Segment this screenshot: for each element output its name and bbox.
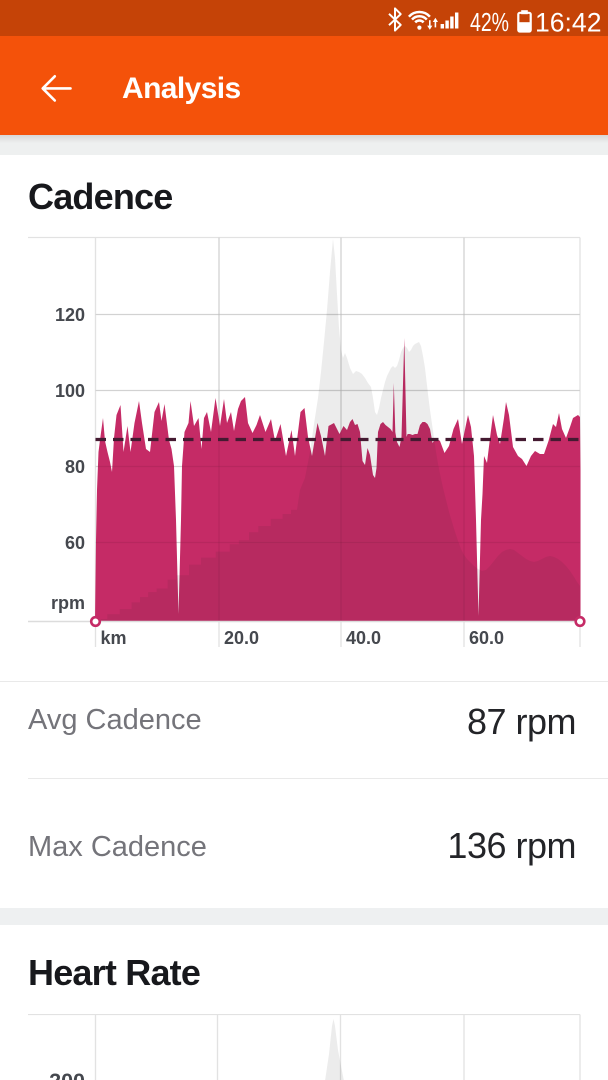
svg-text:60: 60 [65,533,85,553]
svg-text:40.0: 40.0 [346,628,381,648]
svg-text:20.0: 20.0 [224,628,259,648]
svg-text:16:42: 16:42 [535,8,602,37]
svg-text:200: 200 [49,1069,85,1080]
svg-text:42%: 42% [470,7,509,36]
svg-text:60.0: 60.0 [469,628,504,648]
svg-text:100: 100 [55,381,85,401]
svg-text:rpm: rpm [51,593,85,613]
svg-text:km: km [101,628,127,648]
svg-text:80: 80 [65,457,85,477]
svg-text:120: 120 [55,305,85,325]
